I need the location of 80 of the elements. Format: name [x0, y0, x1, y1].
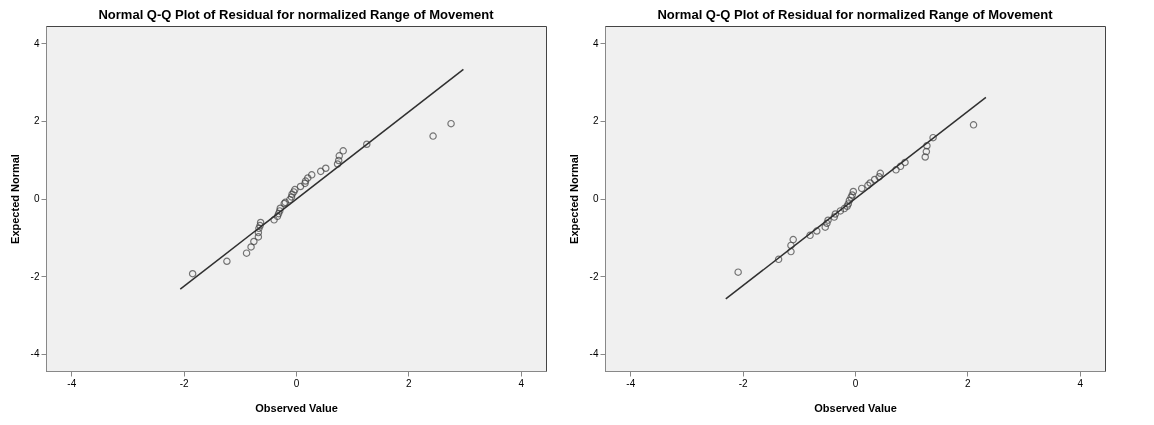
point — [223, 257, 231, 266]
point — [301, 179, 309, 188]
point — [429, 132, 437, 140]
point — [787, 241, 795, 250]
x-tick-label: 4 — [1077, 377, 1084, 389]
point — [857, 184, 866, 193]
point — [296, 182, 305, 191]
x-tick-label: -2 — [179, 377, 190, 389]
y-tick-label: -2 — [30, 270, 40, 282]
point — [774, 255, 783, 264]
point — [254, 233, 263, 241]
point — [254, 228, 263, 237]
point — [188, 269, 197, 278]
point — [301, 177, 310, 185]
y-axis-title: Expected Normal — [8, 154, 21, 244]
x-tick-label: -4 — [67, 377, 77, 389]
x-axis-title: Observed Value — [814, 401, 897, 414]
point — [840, 204, 849, 213]
point — [821, 223, 829, 231]
point — [813, 227, 821, 235]
x-tick-label: 0 — [293, 377, 300, 389]
point — [316, 167, 325, 176]
point — [870, 175, 879, 184]
point — [922, 147, 931, 156]
y-tick-label: 2 — [33, 115, 40, 127]
point — [836, 207, 845, 215]
point — [322, 164, 330, 173]
point — [250, 237, 258, 246]
point — [247, 243, 255, 251]
point — [969, 121, 978, 129]
point — [848, 191, 856, 199]
point — [876, 169, 885, 178]
chart-title: Normal Q-Q Plot of Residual for normalized Range of Movement — [657, 7, 1054, 22]
y-tick-label: 4 — [592, 37, 599, 49]
point — [892, 166, 900, 174]
point — [787, 247, 795, 256]
x-tick-label: 2 — [965, 377, 972, 389]
point — [875, 173, 883, 181]
point — [734, 268, 742, 276]
y-tick-label: -4 — [30, 348, 40, 360]
point — [847, 193, 855, 202]
point — [831, 210, 840, 218]
point — [866, 179, 874, 187]
point — [830, 213, 838, 221]
point — [789, 235, 797, 244]
point — [864, 181, 872, 190]
point — [921, 153, 929, 161]
point — [923, 142, 931, 150]
point — [363, 140, 371, 148]
y-tick-label: 2 — [592, 115, 599, 127]
chart-title: Normal Q-Q Plot of Residual for normalized Range of Movement — [98, 7, 495, 22]
point — [896, 162, 905, 171]
x-tick-label: 2 — [406, 377, 413, 389]
point — [334, 156, 343, 165]
x-tick-label: 0 — [852, 377, 859, 389]
point — [256, 221, 264, 230]
point — [844, 200, 853, 208]
point — [843, 202, 851, 211]
point — [242, 249, 251, 257]
y-tick-label: 0 — [592, 193, 599, 204]
point — [447, 119, 455, 128]
x-tick-label: -2 — [738, 377, 749, 389]
x-tick-label: 4 — [518, 377, 525, 389]
point — [270, 216, 278, 224]
y-tick-label: 0 — [33, 193, 40, 204]
point — [824, 216, 832, 224]
point — [291, 185, 299, 194]
point — [307, 171, 316, 179]
point — [806, 231, 814, 240]
y-tick-label: 4 — [33, 37, 40, 49]
point — [335, 152, 344, 160]
y-tick-label: -4 — [589, 348, 599, 360]
y-axis-title: Expected Normal — [567, 154, 580, 244]
point — [823, 219, 831, 228]
point — [901, 158, 909, 167]
point — [339, 147, 347, 155]
y-tick-label: -2 — [589, 270, 599, 282]
x-axis-title: Observed Value — [255, 401, 338, 414]
x-tick-label: -4 — [626, 377, 636, 389]
point — [929, 133, 937, 142]
